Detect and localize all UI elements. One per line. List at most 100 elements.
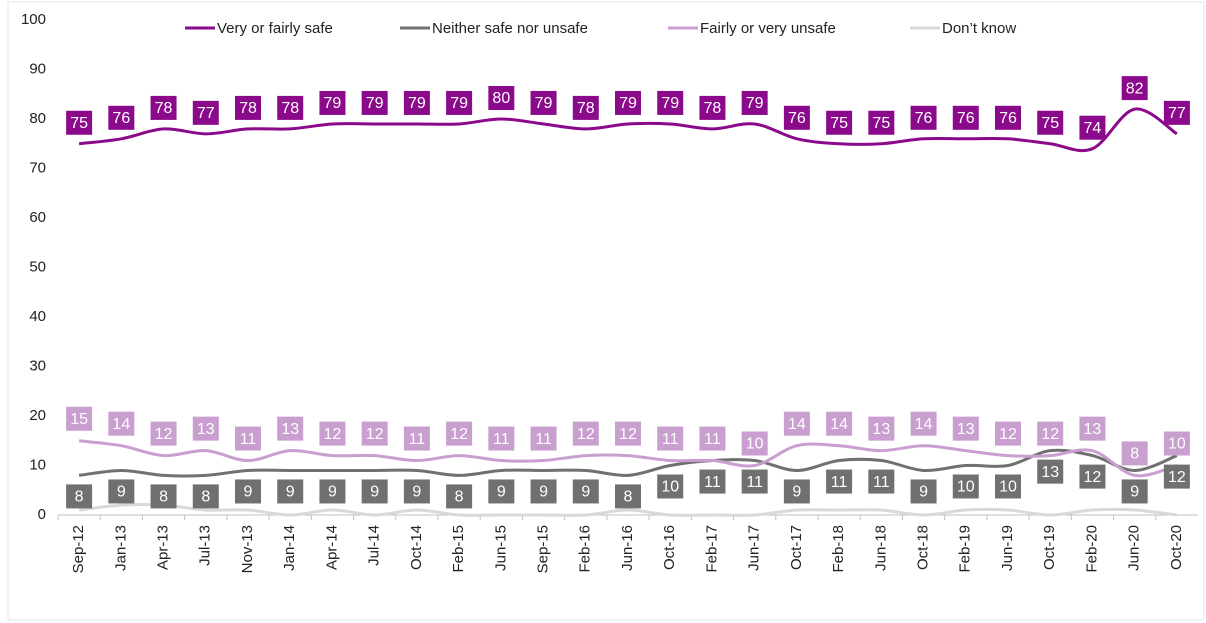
data-label: 75 <box>868 110 895 135</box>
x-tick-label: Oct-17 <box>788 525 805 570</box>
data-label: 79 <box>530 90 557 115</box>
x-tick-label: Jul-14 <box>366 525 383 566</box>
data-label-text: 76 <box>999 110 1017 127</box>
data-label: 9 <box>572 479 599 504</box>
data-label-box <box>361 90 388 115</box>
data-label-text: 14 <box>112 416 130 433</box>
data-label-text: 12 <box>1168 469 1186 486</box>
data-label-text: 11 <box>535 431 552 448</box>
data-label-box <box>952 416 979 441</box>
data-label-box <box>277 479 304 504</box>
data-label-text: 76 <box>788 110 806 127</box>
x-tick-label: Sep-15 <box>535 525 552 573</box>
data-label-box <box>826 469 853 494</box>
data-label: 9 <box>235 479 261 504</box>
data-label-text: 78 <box>239 100 257 117</box>
data-label-text: 9 <box>412 484 421 501</box>
data-label: 78 <box>572 95 599 120</box>
data-label: 15 <box>66 406 93 431</box>
data-label: 8 <box>615 484 641 509</box>
data-label-box <box>108 105 135 130</box>
data-label-box <box>277 416 304 441</box>
data-label: 12 <box>446 421 473 446</box>
data-label-text: 78 <box>577 100 595 117</box>
data-label-box <box>910 105 937 130</box>
data-label-box <box>66 110 93 135</box>
data-label-box <box>192 484 219 509</box>
data-label-text: 14 <box>788 416 806 433</box>
data-label-box <box>615 90 641 115</box>
data-label-box <box>615 484 641 509</box>
x-tick-label: Jan-14 <box>281 525 298 571</box>
data-label-text: 10 <box>957 479 975 496</box>
data-label: 78 <box>235 95 261 120</box>
data-label: 82 <box>1121 76 1148 101</box>
data-label: 13 <box>1037 459 1064 484</box>
data-label-box <box>952 474 979 499</box>
data-label: 8 <box>150 484 177 509</box>
data-label: 9 <box>488 479 515 504</box>
data-label: 14 <box>108 411 135 436</box>
y-tick-label: 30 <box>29 357 46 374</box>
data-label-text: 14 <box>830 416 848 433</box>
data-label-box <box>235 426 261 451</box>
data-label-box <box>150 484 177 509</box>
x-tick-label: Oct-20 <box>1168 525 1185 570</box>
data-label-text: 11 <box>873 474 890 491</box>
data-label-box <box>995 421 1021 446</box>
data-label: 11 <box>868 469 895 494</box>
y-tick-label: 90 <box>29 60 46 77</box>
data-label: 79 <box>319 90 346 115</box>
data-label-box <box>699 469 726 494</box>
x-tick-label: Feb-15 <box>450 525 467 573</box>
data-label-text: 77 <box>1168 105 1186 122</box>
data-label-box <box>952 105 979 130</box>
data-label-text: 12 <box>450 426 468 443</box>
data-label-text: 9 <box>581 484 590 501</box>
data-label: 11 <box>235 426 261 451</box>
data-label: 13 <box>1079 416 1106 441</box>
data-label: 79 <box>403 90 430 115</box>
data-label-text: 82 <box>1126 80 1144 97</box>
data-label-text: 12 <box>577 426 595 443</box>
data-label-box <box>66 406 93 431</box>
data-label-box <box>1121 479 1148 504</box>
data-label: 8 <box>1121 441 1148 466</box>
data-label-box <box>783 411 810 436</box>
x-tick-label: Jul-13 <box>197 525 214 566</box>
data-label-box <box>446 421 473 446</box>
data-label: 13 <box>952 416 979 441</box>
data-label: 12 <box>319 421 346 446</box>
data-label: 12 <box>1163 464 1190 489</box>
data-label: 9 <box>1121 479 1148 504</box>
data-label-text: 75 <box>70 115 88 132</box>
data-label-text: 74 <box>1084 120 1102 137</box>
data-label-text: 9 <box>328 484 337 501</box>
data-label: 9 <box>403 479 430 504</box>
data-label: 75 <box>826 110 853 135</box>
data-label-box <box>192 416 219 441</box>
data-label-text: 13 <box>1041 464 1059 481</box>
data-label: 79 <box>741 90 768 115</box>
data-label-text: 9 <box>370 484 379 501</box>
data-label-text: 77 <box>197 105 215 122</box>
data-label-text: 9 <box>286 484 295 501</box>
data-label-box <box>235 479 261 504</box>
x-tick-label: Apr-13 <box>155 525 172 570</box>
data-label-text: 13 <box>197 421 215 438</box>
data-label: 14 <box>910 411 937 436</box>
data-label-box <box>1163 464 1190 489</box>
data-label-text: 11 <box>704 431 721 448</box>
data-label-box <box>1037 110 1064 135</box>
data-label: 79 <box>657 90 684 115</box>
data-label-text: 75 <box>830 115 848 132</box>
data-label: 12 <box>572 421 599 446</box>
data-label-text: 12 <box>324 426 342 443</box>
data-label-box <box>235 95 261 120</box>
data-label: 8 <box>66 484 93 509</box>
data-label: 78 <box>699 95 726 120</box>
data-label: 12 <box>615 421 641 446</box>
data-label-text: 8 <box>624 489 633 506</box>
y-tick-label: 60 <box>29 209 46 226</box>
